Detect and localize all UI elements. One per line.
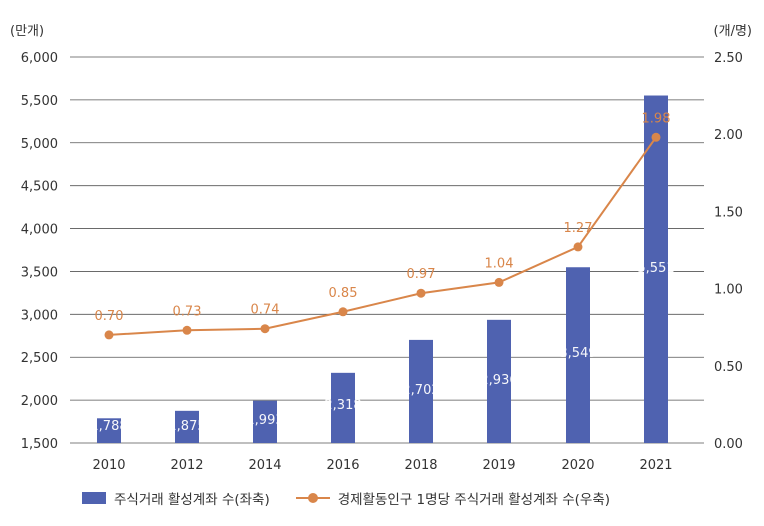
right-tick-label: 2.50	[714, 51, 743, 66]
bar	[487, 319, 511, 443]
line-value-label: 0.85	[329, 286, 358, 301]
legend-line-label: 경제활동인구 1명당 주식거래 활성계좌 수(우축)	[337, 492, 611, 508]
bar-value-label: 1,993	[246, 413, 283, 428]
line-point	[182, 325, 192, 335]
left-tick-label: 2,000	[21, 394, 58, 409]
line-value-label: 0.97	[407, 267, 436, 282]
right-tick-label: 0.00	[714, 437, 743, 452]
bar-value-label: 1,788	[90, 419, 127, 434]
bar	[331, 372, 355, 443]
bar-value-label: 1,875	[168, 419, 205, 434]
left-tick-label: 1,500	[21, 437, 58, 452]
line-value-label: 0.70	[95, 309, 124, 324]
x-tick-label: 2010	[92, 458, 125, 473]
left-tick-label: 4,000	[21, 223, 58, 238]
left-tick-label: 5,500	[21, 94, 58, 109]
right-tick-label: 1.00	[714, 283, 743, 298]
line-value-label: 0.73	[173, 304, 202, 319]
line-point	[104, 330, 114, 340]
line-point	[651, 132, 661, 142]
x-tick-label: 2016	[326, 458, 359, 473]
line-point	[494, 277, 504, 287]
x-tick-label: 2014	[248, 458, 281, 473]
right-tick-label: 1.50	[714, 205, 743, 220]
left-axis-unit: (만개)	[10, 24, 45, 39]
left-tick-label: 3,000	[21, 308, 58, 323]
line-point	[573, 242, 583, 252]
x-tick-label: 2012	[170, 458, 203, 473]
bar-value-label: 2,936	[480, 373, 517, 388]
bar-value-label: 2,318	[324, 398, 361, 413]
left-tick-label: 3,500	[21, 265, 58, 280]
bar	[409, 339, 433, 443]
bar	[97, 418, 121, 443]
line-value-label: 1.98	[642, 111, 671, 126]
right-axis-unit: (개/명)	[713, 24, 752, 39]
left-tick-label: 4,500	[21, 180, 58, 195]
legend-bar-swatch	[82, 492, 106, 504]
line-value-label: 1.27	[564, 221, 593, 236]
x-tick-label: 2021	[639, 458, 672, 473]
bar-value-label: 5,551	[637, 261, 674, 276]
left-tick-label: 6,000	[21, 51, 58, 66]
bar	[644, 95, 668, 443]
x-tick-label: 2020	[561, 458, 594, 473]
legend: 주식거래 활성계좌 수(좌축) 경제활동인구 1명당 주식거래 활성계좌 수(우…	[82, 488, 610, 508]
left-tick-label: 2,500	[21, 351, 58, 366]
line-point	[338, 307, 348, 317]
bar-value-label: 3,549	[559, 346, 596, 361]
series-line	[108, 136, 657, 336]
x-tick-label: 2019	[482, 458, 515, 473]
bar	[175, 410, 199, 443]
bar	[566, 267, 590, 443]
legend-bar-label: 주식거래 활성계좌 수(좌축)	[114, 492, 270, 508]
line-value-label: 1.04	[485, 256, 514, 271]
line-point	[260, 324, 270, 334]
right-tick-label: 0.50	[714, 360, 743, 375]
legend-line-swatch	[295, 492, 330, 504]
bar-value-label: 2,702	[402, 383, 439, 398]
right-tick-label: 2.00	[714, 128, 743, 143]
line-value-label: 0.74	[251, 303, 280, 318]
bar	[253, 400, 277, 443]
x-tick-label: 2018	[404, 458, 437, 473]
line-point	[416, 288, 426, 298]
left-tick-label: 5,000	[21, 137, 58, 152]
